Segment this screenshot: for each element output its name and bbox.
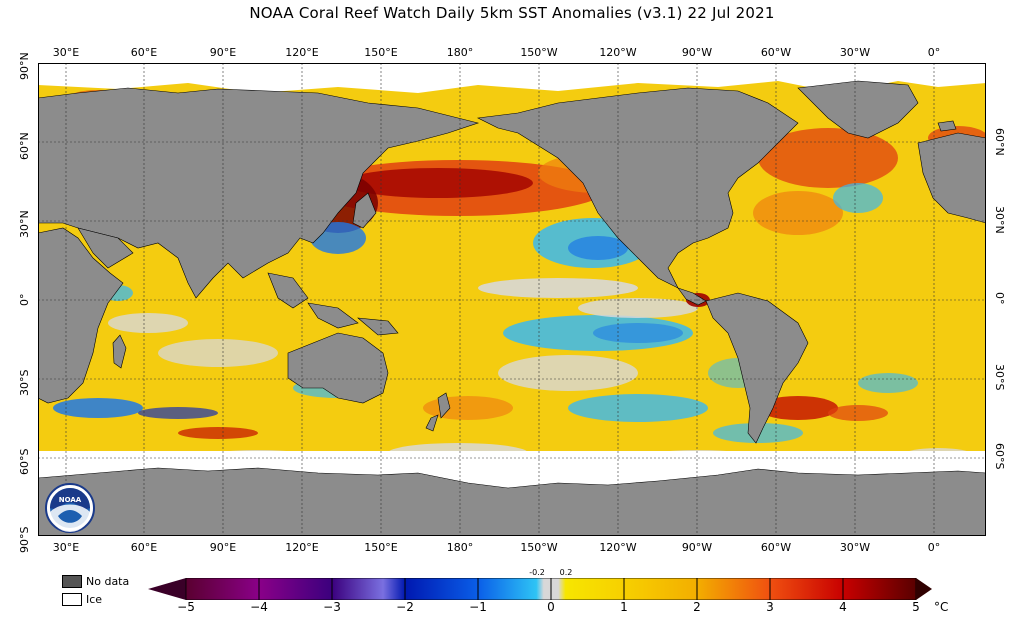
lon-label-bottom: 60°W (760, 541, 792, 554)
colorbar-tick-label: 4 (839, 600, 847, 614)
colorbar-tick-label: 5 (912, 600, 920, 614)
lon-label-top: 90°W (681, 46, 713, 59)
colorbar-tick-label: −2 (396, 600, 414, 614)
lat-label-left: 90°N (18, 52, 31, 80)
colorbar-min-arrow (148, 578, 186, 600)
colorbar-tick-label: −4 (250, 600, 268, 614)
lat-label-right: 60°S (993, 443, 1006, 470)
lat-label-right: 0° (993, 292, 1006, 305)
lon-label-bottom: 150°E (364, 541, 398, 554)
lon-label-bottom: 60°E (130, 541, 158, 554)
map-frame (38, 63, 986, 536)
lon-label-top: 150°W (520, 46, 558, 59)
lon-label-top: 30°W (839, 46, 871, 59)
lon-label-bottom: 30°E (52, 541, 80, 554)
lat-label-right: 30°N (993, 206, 1006, 234)
lon-label-top: 60°E (130, 46, 158, 59)
lat-label-left: 0° (18, 293, 31, 307)
lon-label-top: 30°E (52, 46, 80, 59)
lat-label-left: 30°N (18, 210, 31, 238)
lon-label-top: 120°E (285, 46, 319, 59)
noaa-logo-text: NOAA (59, 496, 82, 504)
colorbar-tick-label: −5 (177, 600, 195, 614)
colorbar-tick-label: −3 (323, 600, 341, 614)
lon-label-top: 90°E (209, 46, 237, 59)
colorbar-max-arrow (916, 578, 932, 600)
colorbar-tick-label: 2 (693, 600, 701, 614)
noaa-logo: NOAA (45, 483, 95, 533)
lon-label-bottom: 120°W (599, 541, 637, 554)
lon-label-bottom: 180° (446, 541, 474, 554)
lon-label-bottom: 150°W (520, 541, 558, 554)
colorbar-tick-label: 0 (547, 600, 555, 614)
lon-label-bottom: 120°E (285, 541, 319, 554)
lon-label-top: 0° (927, 46, 941, 59)
lat-label-right: 60°N (993, 128, 1006, 156)
lon-label-top: 60°W (760, 46, 792, 59)
lon-label-top: 150°E (364, 46, 398, 59)
lat-label-left: 60°S (18, 448, 31, 475)
lat-label-left: 90°S (18, 526, 31, 553)
no-data-swatch (62, 575, 82, 588)
sst-anomaly-map: NOAA (38, 63, 986, 536)
arctic-ice (38, 63, 986, 93)
lat-label-right: 30°S (993, 364, 1006, 391)
lon-label-bottom: 30°W (839, 541, 871, 554)
lon-label-bottom: 0° (927, 541, 941, 554)
colorbar-neutral-low: -0.2 (529, 568, 545, 577)
map-title: NOAA Coral Reef Watch Daily 5km SST Anom… (249, 4, 775, 22)
colorbar (148, 578, 932, 600)
colorbar-unit: °C (934, 600, 949, 614)
colorbar-tick-label: −1 (469, 600, 487, 614)
colorbar-ticks (258, 578, 844, 600)
graticule (38, 63, 986, 536)
lon-label-top: 120°W (599, 46, 637, 59)
no-data-label: No data (86, 575, 130, 588)
ice-swatch (62, 593, 82, 606)
lat-label-left: 60°N (18, 132, 31, 160)
colorbar-tick-label: 3 (766, 600, 774, 614)
lat-label-left: 30°S (18, 369, 31, 396)
colorbar-neutral-high: 0.2 (559, 568, 573, 577)
lon-label-bottom: 90°W (681, 541, 713, 554)
lon-label-top: 180° (446, 46, 474, 59)
colorbar-tick-label: 1 (620, 600, 628, 614)
ice-label: Ice (86, 593, 103, 606)
lon-label-bottom: 90°E (209, 541, 237, 554)
land (38, 80, 986, 536)
